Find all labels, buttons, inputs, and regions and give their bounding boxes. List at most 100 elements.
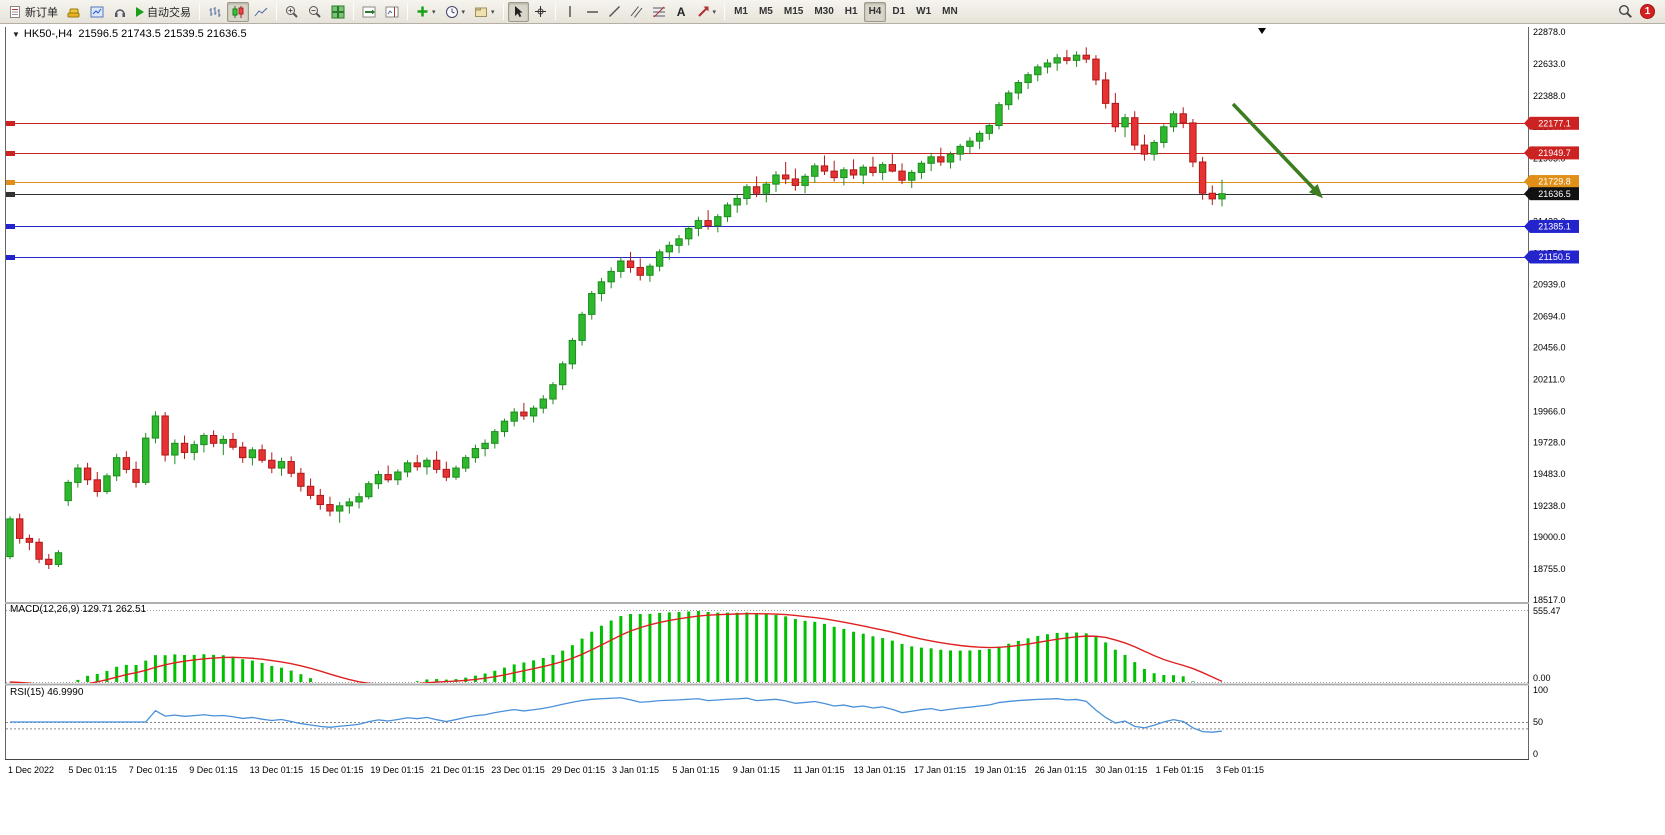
timeframe-d1-button[interactable]: D1 bbox=[887, 2, 910, 22]
chart-ohlc-values: 21596.5 21743.5 21539.5 21636.5 bbox=[78, 28, 247, 40]
horizontal-lines[interactable] bbox=[6, 121, 1528, 260]
timeframe-mn-button[interactable]: MN bbox=[937, 2, 963, 22]
search-button[interactable] bbox=[1614, 2, 1637, 22]
channel-icon bbox=[630, 6, 642, 18]
vertical-line-button[interactable] bbox=[560, 2, 581, 22]
svg-text:21 Dec 01:15: 21 Dec 01:15 bbox=[431, 765, 485, 775]
svg-text:9 Dec 01:15: 9 Dec 01:15 bbox=[189, 765, 238, 775]
svg-text:3 Feb 01:15: 3 Feb 01:15 bbox=[1216, 765, 1264, 775]
candlestick-icon bbox=[232, 5, 244, 18]
svg-text:26 Jan 01:15: 26 Jan 01:15 bbox=[1035, 765, 1087, 775]
fibonacci-button[interactable] bbox=[648, 2, 670, 22]
gold-bars-icon bbox=[67, 8, 80, 17]
notification-badge[interactable]: 1 bbox=[1640, 4, 1655, 19]
crosshair-icon bbox=[534, 6, 546, 17]
svg-text:23 Dec 01:15: 23 Dec 01:15 bbox=[491, 765, 545, 775]
toolbar-separator bbox=[276, 3, 277, 20]
chart-canvas[interactable]: 22878.022633.022388.022150.021905.021660… bbox=[0, 24, 1665, 834]
horizontal-line-button[interactable] bbox=[582, 2, 603, 22]
line-chart-icon bbox=[254, 7, 268, 16]
svg-text:22177.1: 22177.1 bbox=[1538, 118, 1571, 128]
svg-text:18517.0: 18517.0 bbox=[1533, 595, 1566, 605]
template-icon bbox=[475, 7, 488, 17]
autotrading-button[interactable]: 自动交易 bbox=[132, 2, 195, 22]
svg-text:18755.0: 18755.0 bbox=[1533, 564, 1566, 574]
tile-windows-button[interactable] bbox=[327, 2, 349, 22]
arrows-button[interactable]: ▾ bbox=[693, 2, 721, 22]
timeframe-h1-button[interactable]: H1 bbox=[840, 2, 863, 22]
new-order-button[interactable]: 新订单 bbox=[4, 2, 62, 22]
zoom-in-icon bbox=[286, 5, 298, 18]
svg-text:21949.7: 21949.7 bbox=[1538, 148, 1571, 158]
cursor-arrow-icon bbox=[514, 6, 523, 17]
tile-windows-icon bbox=[331, 5, 345, 18]
search-icon bbox=[1618, 4, 1632, 18]
main-toolbar: 新订单 自动交易 ▾ ▾ bbox=[0, 0, 1665, 24]
candlestick-chart-type-button[interactable] bbox=[227, 1, 249, 22]
text-button[interactable]: A bbox=[671, 2, 692, 22]
toolbar-separator bbox=[502, 3, 504, 20]
svg-text:30 Jan 01:15: 30 Jan 01:15 bbox=[1095, 765, 1147, 775]
chart-shift-button[interactable] bbox=[381, 2, 403, 22]
timeframe-m30-button[interactable]: M30 bbox=[809, 2, 838, 22]
timeframe-m15-button[interactable]: M15 bbox=[779, 2, 808, 22]
periods-button[interactable]: ▾ bbox=[441, 2, 470, 22]
svg-text:11 Jan 01:15: 11 Jan 01:15 bbox=[793, 765, 844, 775]
toolbar-separator bbox=[353, 3, 354, 20]
time-axis[interactable]: 1 Dec 2022 5 Dec 01:15 7 Dec 01:15 9 Dec 01… bbox=[8, 765, 1264, 775]
crosshair-button[interactable] bbox=[530, 2, 551, 22]
chart-frame bbox=[5, 27, 1529, 760]
bar-chart-type-button[interactable] bbox=[204, 2, 226, 22]
svg-text:3 Jan 01:15: 3 Jan 01:15 bbox=[612, 765, 659, 775]
svg-text:21385.1: 21385.1 bbox=[1538, 222, 1571, 232]
zoom-in-button[interactable] bbox=[281, 2, 303, 22]
price-axis[interactable]: 22878.022633.022388.022150.021905.021660… bbox=[1533, 27, 1566, 605]
svg-text:20456.0: 20456.0 bbox=[1533, 342, 1566, 352]
autotrading-label: 自动交易 bbox=[147, 6, 191, 19]
rsi-panel bbox=[6, 697, 1528, 733]
fibonacci-icon bbox=[652, 6, 665, 18]
support-button[interactable] bbox=[109, 2, 131, 22]
svg-text:22878.0: 22878.0 bbox=[1533, 27, 1566, 37]
svg-text:19483.0: 19483.0 bbox=[1533, 469, 1566, 479]
ohlc-bars-icon bbox=[209, 6, 221, 17]
chevron-down-icon: ▾ bbox=[712, 8, 717, 16]
chart-title-bar: ▼ HK50-,H4 21596.5 21743.5 21539.5 21636.… bbox=[12, 28, 247, 40]
timeframe-m1-button[interactable]: M1 bbox=[729, 2, 753, 22]
svg-text:5 Dec 01:15: 5 Dec 01:15 bbox=[68, 765, 117, 775]
collapse-icon[interactable]: ▼ bbox=[12, 30, 20, 39]
svg-text:20694.0: 20694.0 bbox=[1533, 311, 1566, 321]
svg-text:19000.0: 19000.0 bbox=[1533, 532, 1566, 542]
chevron-down-icon: ▾ bbox=[432, 8, 436, 16]
svg-text:22633.0: 22633.0 bbox=[1533, 59, 1566, 69]
timeframe-m5-button[interactable]: M5 bbox=[754, 2, 778, 22]
auto-scroll-button[interactable] bbox=[358, 2, 380, 22]
svg-text:19966.0: 19966.0 bbox=[1533, 406, 1566, 416]
market-chart-button[interactable] bbox=[86, 2, 108, 22]
timeframe-w1-button[interactable]: W1 bbox=[911, 2, 936, 22]
chart-symbol-title: HK50-,H4 bbox=[23, 28, 73, 40]
cursor-button[interactable] bbox=[507, 1, 529, 22]
macd-axis: 555.47 0.00 bbox=[1533, 606, 1561, 683]
trendline-button[interactable] bbox=[604, 2, 625, 22]
indicators-button[interactable]: ▾ bbox=[412, 2, 440, 22]
timeframe-h4-button[interactable]: H4 bbox=[863, 1, 887, 22]
equidistant-channel-button[interactable] bbox=[626, 2, 647, 22]
candles bbox=[6, 47, 1226, 570]
top-marker-icon bbox=[1258, 28, 1266, 34]
add-indicator-icon bbox=[417, 6, 428, 17]
svg-text:19 Jan 01:15: 19 Jan 01:15 bbox=[974, 765, 1026, 775]
chevron-down-icon: ▾ bbox=[491, 8, 495, 16]
templates-button[interactable]: ▾ bbox=[470, 2, 499, 22]
price-badges: 22177.1 21949.7 21729.8 21636.5 21385.1 21150… bbox=[1524, 116, 1579, 264]
line-chart-type-button[interactable] bbox=[250, 2, 272, 22]
gold-bars-button[interactable] bbox=[63, 2, 85, 22]
svg-text:21636.5: 21636.5 bbox=[1538, 189, 1571, 199]
zoom-out-button[interactable] bbox=[304, 2, 326, 22]
toolbar-separator bbox=[407, 3, 408, 20]
macd-indicator-label: MACD(12,26,9) 129.71 262.51 bbox=[10, 604, 147, 615]
svg-text:15 Dec 01:15: 15 Dec 01:15 bbox=[310, 765, 364, 775]
zoom-out-icon bbox=[309, 5, 321, 18]
play-icon bbox=[136, 6, 144, 17]
trend-arrow-annotation[interactable] bbox=[1231, 102, 1323, 199]
